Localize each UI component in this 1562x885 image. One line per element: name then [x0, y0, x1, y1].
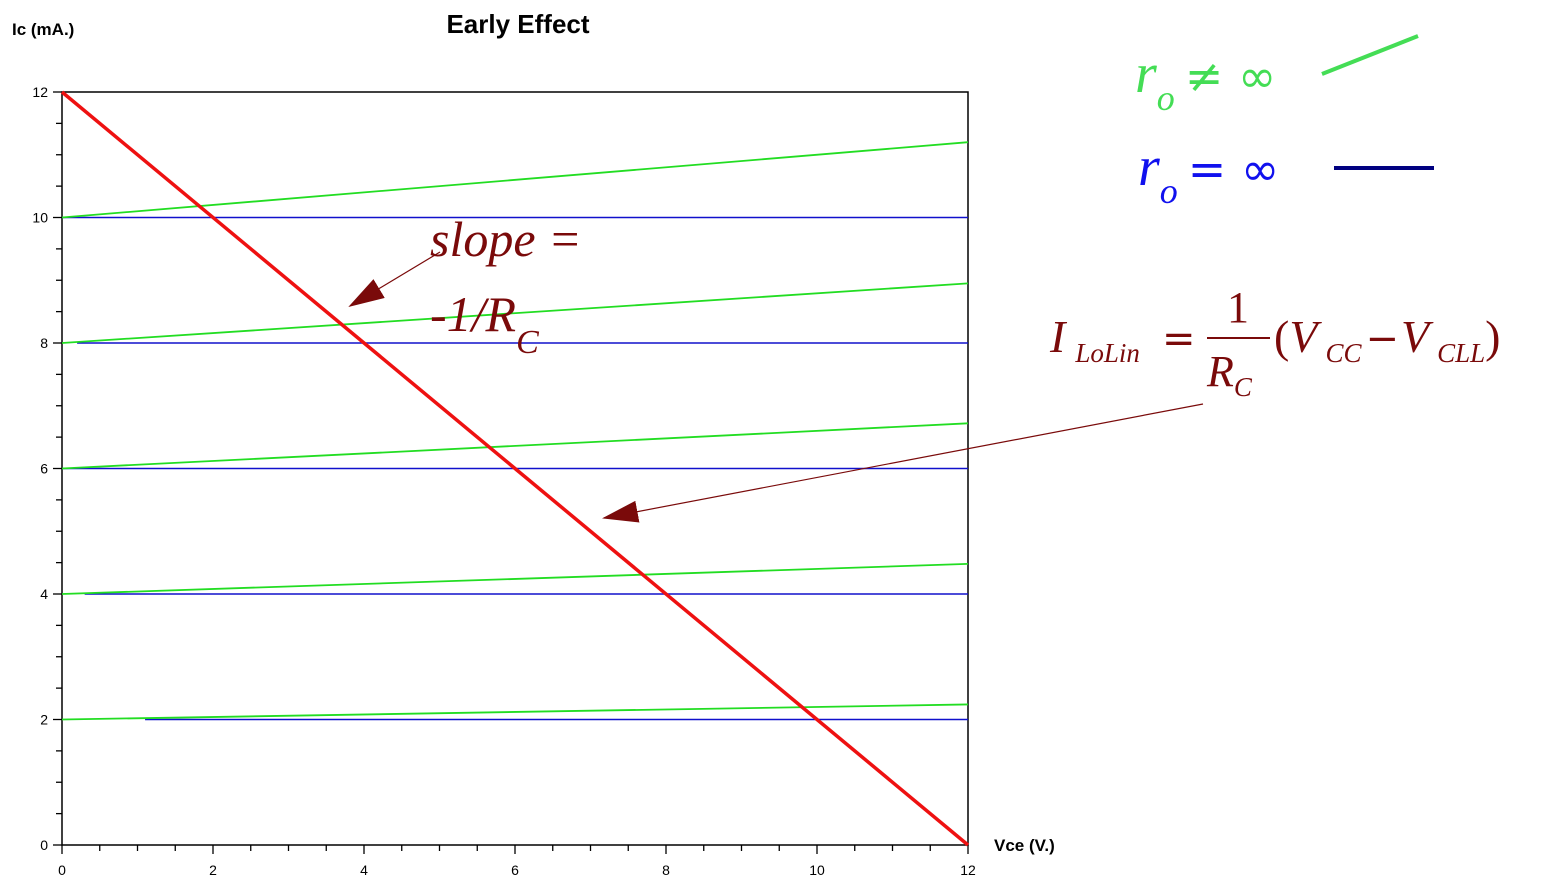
formula-denominator: RC: [1206, 347, 1253, 402]
x-tick-label: 2: [209, 862, 217, 878]
chart-title: Early Effect: [446, 9, 589, 39]
formula-numerator: 1: [1227, 283, 1249, 332]
slope-value-sub: C: [516, 324, 539, 361]
finite-ro-curve: [61, 562, 969, 595]
formula-open-paren: (: [1274, 311, 1289, 362]
x-tick-label: 6: [511, 862, 519, 878]
formula-arrow: [602, 403, 1204, 523]
formula-lhs-main: I: [1049, 311, 1068, 362]
x-tick-label: 8: [662, 862, 670, 878]
x-tick-label: 4: [360, 862, 368, 878]
legend-finite-relation: ≠ ∞: [1185, 49, 1276, 103]
legend-entry-finite-ro: ro ≠ ∞: [1135, 43, 1276, 118]
load-line-formula: I LoLin = 1 RC (V CC −V CLL): [1049, 283, 1500, 402]
slope-arrow: [348, 251, 441, 308]
slope-label: slope =: [430, 211, 582, 267]
x-tick-label: 0: [58, 862, 66, 878]
finite-ro-series: [61, 141, 969, 721]
legend-infinite-relation: = ∞: [1188, 142, 1279, 196]
x-tick-label: 10: [809, 862, 825, 878]
formula-denominator-sub: C: [1234, 372, 1253, 402]
load-line: [60, 90, 970, 847]
formula-denominator-main: R: [1206, 347, 1234, 396]
formula-v1-sub: CC: [1325, 338, 1362, 368]
finite-ro-curve: [61, 282, 969, 344]
legend-infinite-sub: o: [1160, 171, 1178, 211]
x-axis-title: Vce (V.): [994, 836, 1055, 855]
formula-v1: V: [1289, 311, 1322, 362]
legend-entry-infinite-ro: ro = ∞: [1138, 136, 1279, 211]
formula-close-paren: ): [1485, 311, 1500, 362]
formula-v2: V: [1401, 311, 1434, 362]
x-tick-label: 12: [960, 862, 976, 878]
y-tick-label: 12: [32, 84, 48, 100]
formula-equals: =: [1162, 316, 1196, 362]
finite-ro-curve: [61, 422, 969, 470]
y-tick-label: 8: [40, 335, 48, 351]
legend-swatch-finite-ro: [1321, 34, 1419, 76]
legend: ro ≠ ∞ ro = ∞: [1135, 34, 1434, 211]
formula-rhs: (V CC −V CLL): [1274, 311, 1500, 368]
formula-lhs: I LoLin: [1049, 311, 1140, 368]
legend-infinite-symbol: r: [1138, 136, 1160, 198]
slope-value: -1/RC: [430, 286, 539, 361]
finite-ro-curve: [61, 703, 969, 721]
slope-value-main: -1/R: [430, 286, 516, 342]
finite-ro-curve: [61, 141, 969, 219]
y-tick-label: 2: [40, 712, 48, 728]
y-tick-label: 0: [40, 837, 48, 853]
formula-lhs-sub: LoLin: [1074, 338, 1140, 368]
legend-finite-symbol: r: [1135, 43, 1157, 105]
y-tick-label: 6: [40, 461, 48, 477]
y-axis-ticks: 0 2 4 6 8 10 12: [32, 84, 62, 853]
y-tick-label: 4: [40, 586, 48, 602]
formula-minus: −: [1365, 316, 1399, 362]
legend-finite-sub: o: [1157, 78, 1175, 118]
x-axis-ticks: 0 2 4 6 8 10 12: [58, 845, 976, 878]
load-line-series: [60, 90, 970, 847]
formula-v2-sub: CLL: [1437, 338, 1485, 368]
y-axis-title: Ic (mA.): [12, 20, 74, 39]
y-tick-label: 10: [32, 210, 48, 226]
